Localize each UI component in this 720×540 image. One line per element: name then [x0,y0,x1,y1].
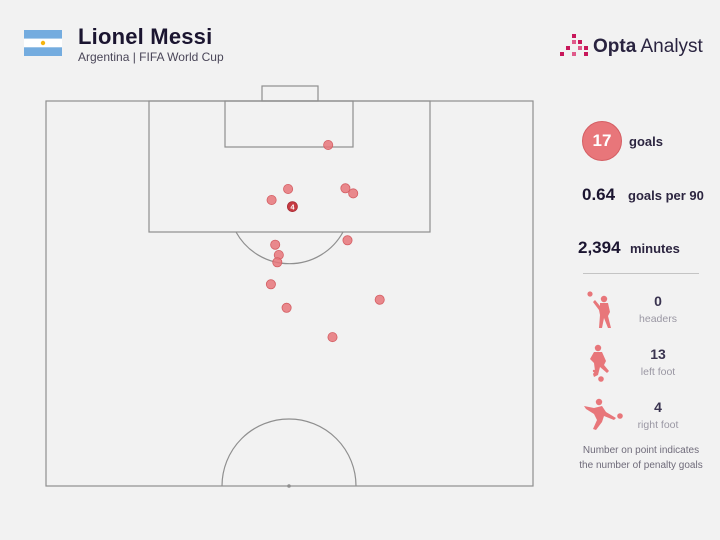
goal-marker [281,302,292,313]
header-player-icon [587,291,611,328]
six-yard-box [224,100,354,148]
goal-marker [266,194,277,205]
goals-label: goals [629,134,663,149]
goal-marker [348,188,359,199]
opta-analyst-wordmark: Opta Analyst [593,36,703,57]
goal-marker [323,139,334,150]
penalty-footnote: Number on point indicates the number of … [566,443,716,473]
penalty-arc [235,231,344,265]
goal-marker [270,239,281,250]
goal-marker [340,183,351,194]
pitch-outline [45,100,534,487]
goals-count-badge: 17 [582,121,622,161]
left-foot-value: 13 [650,346,666,362]
player-name: Lionel Messi [78,24,213,49]
footnote-line-2: the number of penalty goals [579,460,703,471]
goal-marker [272,257,283,268]
goal [261,85,319,102]
goals-per-90-label: goals per 90 [628,188,704,203]
pitch-lines [45,85,534,488]
penalty-goal-marker [286,201,298,213]
goal-marker [265,279,276,290]
argentina-flag-icon [24,30,62,56]
headers-value: 0 [654,293,662,309]
goals-per-90-value: 0.64 [582,185,616,204]
center-circle [221,418,357,487]
headers-label: headers [639,313,677,325]
left-foot-label: left foot [640,366,676,378]
right-foot-player-icon [584,398,623,430]
right-foot-label: right foot [637,419,679,431]
minutes-label: minutes [630,241,680,256]
goal-markers: 4 [265,139,385,343]
footnote-line-1: Number on point indicates [582,445,700,456]
goal-marker [374,294,385,305]
stats-divider [583,273,699,274]
penalty-count-label: 4 [290,202,295,211]
goal-marker [342,235,353,246]
penalty-area [148,100,431,233]
minutes-value: 2,394 [578,238,621,257]
opta-logo-icon [560,34,588,56]
right-foot-value: 4 [654,399,662,415]
center-spot [287,484,291,488]
team-competition-subtitle: Argentina | FIFA World Cup [78,50,224,64]
left-foot-player-icon [590,344,609,382]
goal-marker [327,332,338,343]
goal-marker [283,183,294,194]
